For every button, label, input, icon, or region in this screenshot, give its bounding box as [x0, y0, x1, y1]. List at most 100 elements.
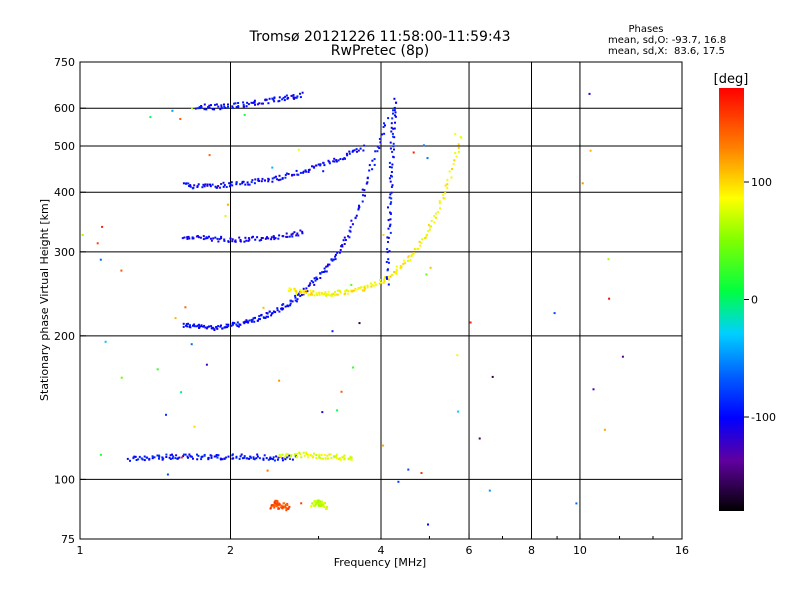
data-point: [231, 105, 234, 108]
noise-point: [603, 428, 606, 431]
data-point: [393, 127, 396, 130]
data-point: [269, 456, 272, 459]
data-point: [271, 97, 274, 100]
data-point: [229, 183, 232, 186]
data-point: [339, 457, 342, 460]
data-point: [350, 219, 353, 222]
data-point: [323, 164, 326, 167]
data-point: [292, 97, 295, 100]
data-point: [175, 454, 178, 457]
data-point: [342, 456, 345, 458]
data-point: [289, 299, 292, 302]
data-point: [271, 180, 274, 183]
noise-point: [180, 391, 183, 394]
data-point: [290, 288, 292, 291]
data-point: [366, 181, 369, 184]
data-point: [182, 453, 185, 456]
data-point: [190, 455, 193, 458]
data-point: [327, 290, 330, 293]
data-point: [151, 455, 154, 458]
data-point: [275, 455, 278, 458]
data-point: [322, 504, 325, 507]
data-point: [329, 453, 332, 456]
noise-point: [425, 273, 428, 276]
data-point: [313, 504, 316, 507]
data-point: [246, 320, 249, 323]
data-point: [220, 107, 223, 110]
data-point: [217, 454, 220, 457]
data-point: [347, 290, 350, 293]
data-point: [391, 132, 394, 135]
data-point: [291, 173, 294, 176]
data-point: [213, 108, 216, 111]
data-point: [341, 456, 344, 459]
data-point: [260, 180, 263, 183]
data-point: [279, 178, 282, 181]
data-point: [435, 216, 438, 219]
data-point: [430, 225, 433, 228]
data-point: [203, 454, 206, 457]
data-point: [218, 238, 221, 241]
data-point: [299, 92, 301, 95]
data-point: [206, 326, 209, 329]
data-point: [424, 236, 427, 239]
noise-point: [382, 234, 385, 236]
data-point: [376, 150, 379, 153]
data-point: [225, 323, 228, 326]
data-point: [384, 124, 386, 127]
data-point: [255, 457, 258, 460]
data-point: [309, 454, 312, 457]
data-point: [313, 452, 315, 455]
data-point: [266, 312, 269, 315]
data-point: [391, 150, 394, 153]
data-point: [310, 280, 313, 282]
data-point: [286, 304, 289, 307]
data-point: [321, 271, 324, 274]
data-point: [277, 456, 280, 459]
data-point: [331, 259, 334, 262]
x-tick-label: 1: [77, 544, 84, 557]
data-point: [374, 283, 377, 286]
data-point: [232, 321, 234, 324]
noise-point: [226, 203, 229, 206]
data-point: [455, 155, 458, 158]
data-point: [319, 501, 322, 504]
data-point: [363, 289, 366, 292]
data-point: [294, 453, 297, 456]
data-point: [318, 455, 321, 458]
data-point: [334, 255, 337, 258]
data-point: [322, 162, 325, 164]
data-point: [292, 96, 295, 99]
data-point: [229, 237, 232, 240]
data-point: [345, 152, 348, 155]
data-point: [200, 105, 203, 108]
data-point: [402, 259, 405, 262]
data-point: [253, 320, 256, 323]
data-point: [303, 290, 306, 293]
data-point: [161, 458, 164, 461]
data-point: [260, 102, 263, 105]
data-point: [235, 183, 238, 186]
noise-point: [340, 390, 343, 393]
data-point: [238, 236, 241, 239]
data-point: [254, 238, 257, 241]
data-point: [244, 236, 247, 239]
data-point: [341, 244, 344, 247]
x-tick-label: 10: [573, 544, 587, 557]
data-point: [371, 159, 374, 162]
data-point: [363, 285, 366, 288]
data-point: [187, 456, 189, 459]
data-point: [356, 150, 358, 153]
data-point: [273, 96, 276, 99]
data-point: [196, 107, 199, 110]
data-point: [278, 174, 281, 177]
data-point: [256, 455, 259, 458]
data-point: [217, 105, 220, 108]
data-point: [275, 175, 277, 178]
data-point: [394, 121, 396, 124]
data-point: [208, 325, 210, 328]
data-point: [204, 326, 207, 329]
data-point: [358, 206, 361, 209]
data-point: [387, 275, 390, 278]
data-point: [227, 103, 229, 106]
